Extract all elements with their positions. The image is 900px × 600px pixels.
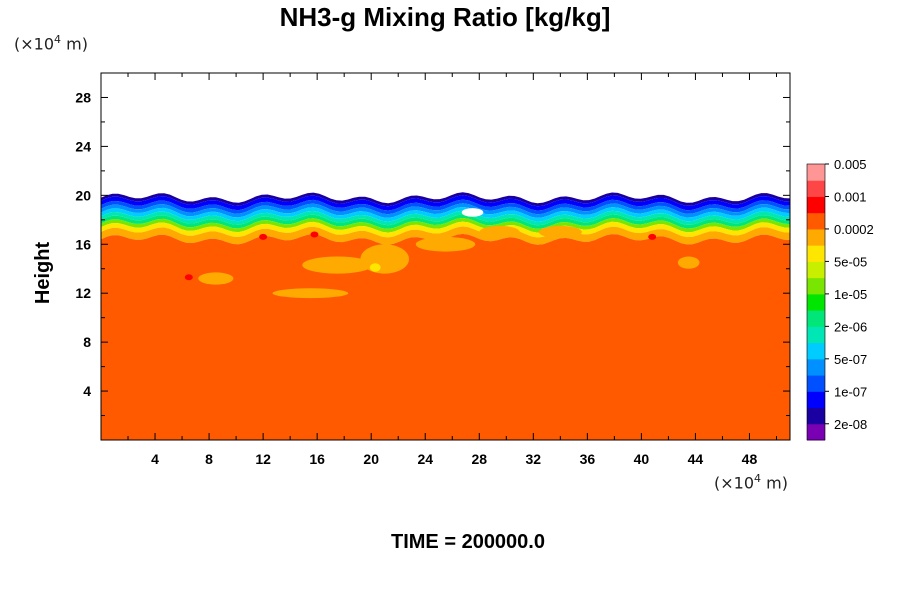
colorbar-label: 0.0002	[834, 222, 874, 237]
band-5e-05	[101, 218, 790, 233]
colorbar-label: 2e-08	[834, 417, 867, 432]
y-tick-label: 28	[75, 89, 91, 105]
colorbar-swatch	[807, 358, 825, 376]
band-2e-05	[101, 214, 790, 229]
filament-3	[415, 236, 476, 252]
mixing-ratio-field	[101, 192, 790, 440]
colorbar-legend: 2e-08 1e-07 5e-07 2e-06 1e-05 5e-05 0.0002 0.00…	[806, 157, 874, 441]
band-5e-07	[101, 199, 790, 215]
y-tick-label: 12	[75, 285, 91, 301]
x-tick-label: 48	[742, 451, 758, 467]
filament-2	[360, 244, 410, 274]
band-2e-04	[101, 226, 790, 245]
yellow-core	[369, 263, 381, 272]
colorbar-swatch	[807, 375, 825, 392]
y-tick-label: 8	[83, 334, 91, 350]
colorbar-label: 5e-05	[834, 254, 867, 269]
red-spot-1	[310, 231, 319, 238]
colorbar-swatch	[807, 326, 825, 344]
colorbar-label: 0.005	[834, 157, 867, 172]
colorbar-label: 2e-06	[834, 319, 867, 334]
colorbar-swatch	[807, 228, 825, 246]
red-spot-4	[259, 233, 268, 240]
band-1e-04	[101, 221, 790, 238]
y-tick-label: 24	[75, 138, 91, 154]
filament-8	[677, 256, 700, 269]
white-gap	[461, 208, 484, 217]
x-tick-label: 44	[688, 451, 704, 467]
y-tick-label: 16	[75, 236, 91, 252]
x-tick-label: 4	[151, 451, 159, 467]
filament-5	[198, 272, 234, 285]
x-tick-label: 40	[634, 451, 650, 467]
filament-1	[302, 256, 373, 274]
colorbar-swatch	[807, 212, 825, 230]
colorbar-swatch	[807, 391, 825, 409]
red-spot-2	[184, 274, 193, 281]
plot-frame	[100, 72, 791, 441]
x-tick-label: 12	[255, 451, 271, 467]
x-tick-label: 36	[580, 451, 596, 467]
colorbar-label: 0.001	[834, 189, 867, 204]
colorbar-swatch	[807, 423, 825, 441]
x-tick-label: 32	[526, 451, 542, 467]
filament-6	[272, 288, 349, 299]
x-tick-label: 24	[417, 451, 433, 467]
time-annotation: TIME = 200000.0	[391, 531, 545, 553]
band-2e-08	[101, 192, 790, 207]
y-axis-unit: (×104 m)	[14, 33, 88, 54]
x-tick-label: 28	[471, 451, 487, 467]
red-spot-3	[648, 233, 657, 240]
colorbar-swatch	[807, 310, 825, 327]
x-tick-label: 8	[205, 451, 213, 467]
band-5e-06	[101, 207, 790, 222]
colorbar-swatch	[807, 245, 825, 262]
colorbar-frame	[806, 163, 826, 441]
y-tick-label: 20	[75, 187, 91, 203]
colorbar-swatch	[807, 180, 825, 197]
y-tick-label: 4	[83, 383, 91, 399]
colorbar-swatch	[807, 277, 825, 295]
colorbar-label: 1e-05	[834, 287, 867, 302]
x-tick-label: 20	[363, 451, 379, 467]
colorbar-swatch	[807, 342, 825, 360]
x-axis-unit: (×104 m)	[714, 472, 788, 493]
band-0.001	[101, 233, 790, 440]
band-1e-07	[101, 195, 790, 211]
band-1e-05	[101, 210, 790, 226]
colorbar-label: 5e-07	[834, 352, 867, 367]
colorbar-swatch	[807, 196, 825, 214]
colorbar-swatch	[807, 407, 825, 425]
x-tick-label: 16	[309, 451, 325, 467]
colorbar-swatch	[807, 164, 825, 181]
colorbar-label: 1e-07	[834, 384, 867, 399]
filament-4	[479, 225, 520, 239]
colorbar-swatch	[807, 261, 825, 279]
band-2e-06	[101, 203, 790, 218]
filament-7	[538, 225, 582, 239]
colorbar-swatch	[807, 293, 825, 311]
chart-title: NH3-g Mixing Ratio [kg/kg]	[279, 2, 611, 32]
